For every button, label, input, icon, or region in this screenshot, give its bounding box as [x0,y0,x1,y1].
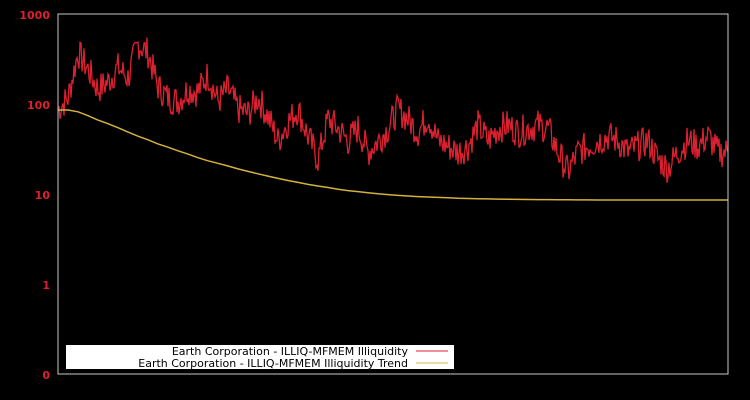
y-axis: 1000 100 10 1 0 [19,9,50,382]
y-tick-1000: 1000 [19,9,50,22]
y-tick-1: 1 [42,279,50,292]
legend-label-illiquidity: Earth Corporation - ILLIQ-MFMEM Illiquid… [172,345,409,358]
plot-frame [57,13,729,375]
y-tick-100: 100 [27,99,50,112]
y-tick-10: 10 [35,189,51,202]
legend-box [66,345,454,369]
illiquidity-line [57,37,729,183]
series-layer [57,37,729,201]
legend: Earth Corporation - ILLIQ-MFMEM Illiquid… [66,345,454,370]
trend-line [58,109,728,201]
y-tick-0: 0 [42,369,50,382]
legend-label-trend: Earth Corporation - ILLIQ-MFMEM Illiquid… [138,357,408,370]
